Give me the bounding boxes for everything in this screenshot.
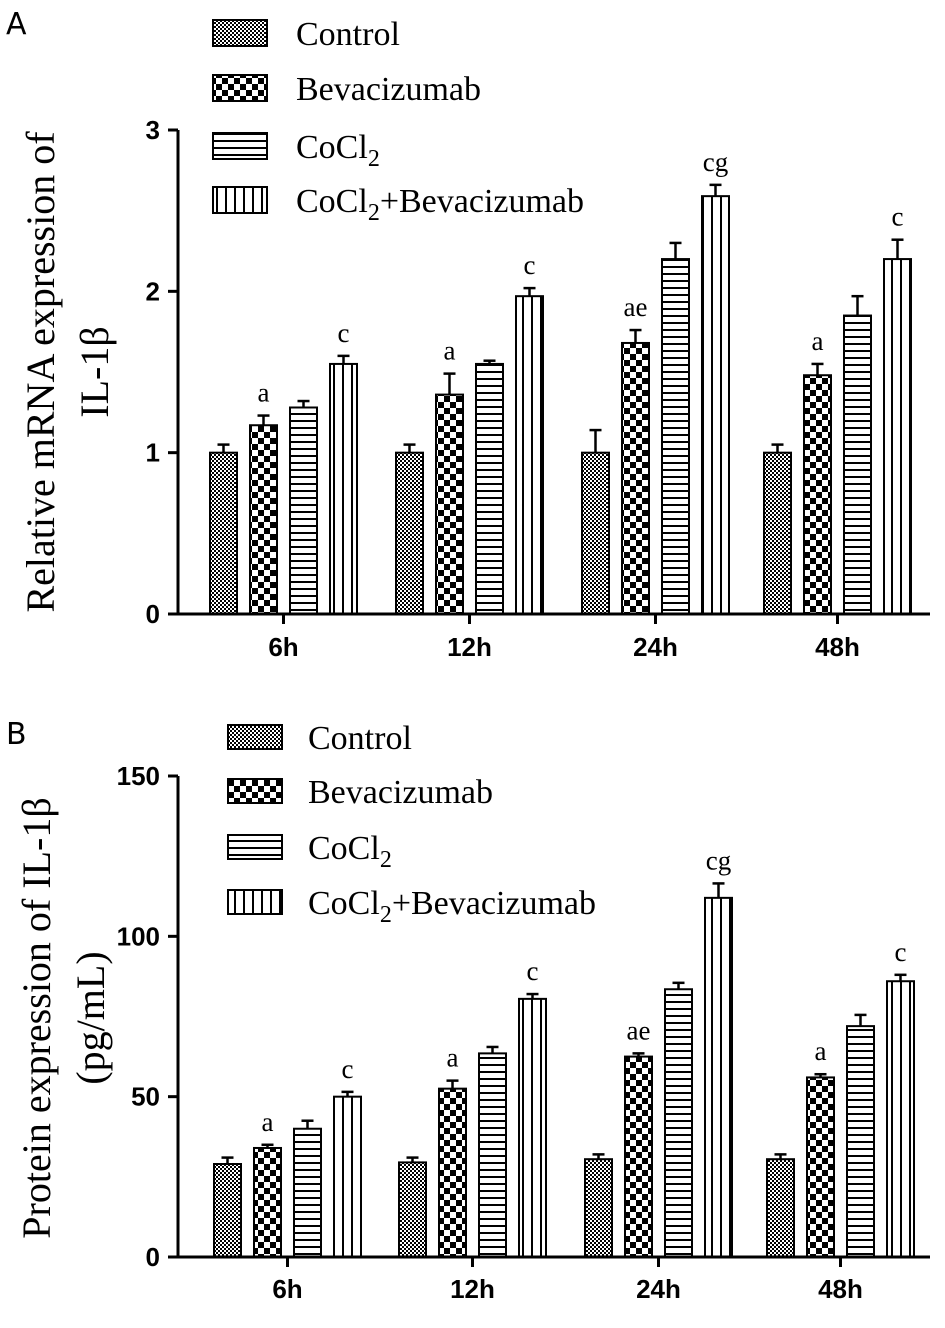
significance-label: a xyxy=(258,378,270,408)
legend: Control Bevacizumab CoCl2 CoCl2+Bevacizumab xyxy=(212,16,584,226)
x-tick-label: 12h xyxy=(447,632,492,662)
significance-label: c xyxy=(892,202,904,232)
legend-label: CoCl2+Bevacizumab xyxy=(296,183,584,226)
significance-label: ae xyxy=(627,1015,651,1045)
y-axis-label-line-1: Protein expression of IL-1β xyxy=(14,797,59,1238)
legend-label: Bevacizumab xyxy=(308,774,493,811)
bar xyxy=(803,374,832,615)
bar xyxy=(624,1055,653,1259)
bar xyxy=(518,997,547,1258)
y-tick-label: 1 xyxy=(146,438,160,468)
y-tick-label: 50 xyxy=(131,1082,160,1112)
x-tick-label: 24h xyxy=(636,1274,681,1304)
legend-swatch xyxy=(227,889,283,915)
bar xyxy=(249,424,278,615)
significance-label: cg xyxy=(703,147,728,177)
x-tick-label: 48h xyxy=(815,632,860,662)
bar xyxy=(475,362,504,615)
bar xyxy=(581,451,610,615)
significance-label: c xyxy=(895,937,907,967)
axes: 0 1 2 3 6h 12h 24h 48h xyxy=(146,115,930,662)
panel-b: B Protein expression of IL-1β (pg/mL) Co… xyxy=(6,717,930,1304)
legend-swatch xyxy=(227,724,283,750)
legend-swatch xyxy=(212,132,268,160)
bar xyxy=(701,195,730,615)
significance-label: ae xyxy=(624,292,648,322)
y-axis-label-line-2: IL-1β xyxy=(72,326,117,417)
bar xyxy=(293,1127,322,1258)
y-tick-label: 100 xyxy=(117,921,160,951)
legend-swatch xyxy=(227,834,283,860)
bar xyxy=(395,451,424,615)
legend-swatch xyxy=(227,778,283,804)
panel-a: A Relative mRNA expression of IL-1β Cont… xyxy=(6,7,930,662)
significance-label: c xyxy=(342,1054,354,1084)
y-tick-label: 150 xyxy=(117,761,160,791)
legend-label: Bevacizumab xyxy=(296,71,481,108)
bar xyxy=(883,258,912,615)
bar xyxy=(664,988,693,1258)
significance-label: a xyxy=(447,1043,459,1073)
bar xyxy=(329,362,358,615)
legend-label: CoCl2+Bevacizumab xyxy=(308,885,596,928)
bar xyxy=(478,1052,507,1259)
significance-label: c xyxy=(524,250,536,280)
y-tick-label: 2 xyxy=(146,276,160,306)
significance-label: cg xyxy=(706,845,731,875)
bar xyxy=(806,1076,835,1258)
x-tick-label: 48h xyxy=(818,1274,863,1304)
bar xyxy=(763,451,792,615)
legend-label: CoCl2 xyxy=(296,129,380,172)
legend-swatch xyxy=(212,186,268,214)
bar xyxy=(289,406,318,616)
panel-letter: A xyxy=(6,7,27,42)
bar xyxy=(843,314,872,615)
bar xyxy=(704,896,733,1258)
significance-label: c xyxy=(338,318,350,348)
bar xyxy=(398,1161,427,1258)
bar xyxy=(584,1158,613,1258)
bar xyxy=(846,1025,875,1258)
bar xyxy=(621,341,650,615)
significance-label: a xyxy=(815,1036,827,1066)
bar xyxy=(438,1087,467,1259)
significance-label: a xyxy=(262,1107,274,1137)
y-axis-label-line-1: Relative mRNA expression of xyxy=(18,131,63,613)
y-tick-label: 3 xyxy=(146,115,160,145)
bar xyxy=(209,451,238,615)
bar xyxy=(253,1146,282,1259)
bars: a a ae a c c cg c xyxy=(213,845,915,1259)
bars: a a ae a c c cg c xyxy=(209,147,912,616)
y-tick-label: 0 xyxy=(146,1242,160,1272)
bar xyxy=(213,1163,242,1259)
legend-label: CoCl2 xyxy=(308,830,392,873)
bar xyxy=(661,258,690,615)
bar xyxy=(886,980,915,1259)
bar xyxy=(766,1158,795,1258)
panel-letter: B xyxy=(6,717,27,752)
legend-swatch xyxy=(212,74,268,102)
bar xyxy=(435,393,464,615)
axes: 0 50 100 150 6h 12h 24h 48h xyxy=(117,761,930,1304)
x-tick-label: 6h xyxy=(268,632,298,662)
x-tick-label: 6h xyxy=(272,1274,302,1304)
bar xyxy=(515,295,544,615)
bar xyxy=(333,1095,362,1258)
legend-swatch xyxy=(212,19,268,47)
legend: Control Bevacizumab CoCl2 CoCl2+Bevacizumab xyxy=(227,720,596,928)
y-tick-label: 0 xyxy=(146,599,160,629)
significance-label: a xyxy=(812,326,824,356)
legend-label: Control xyxy=(296,16,400,53)
y-axis-label-line-2: (pg/mL) xyxy=(68,951,113,1084)
x-tick-label: 12h xyxy=(450,1274,495,1304)
x-tick-label: 24h xyxy=(633,632,678,662)
legend-label: Control xyxy=(308,720,412,757)
significance-label: a xyxy=(444,336,456,366)
significance-label: c xyxy=(527,956,539,986)
